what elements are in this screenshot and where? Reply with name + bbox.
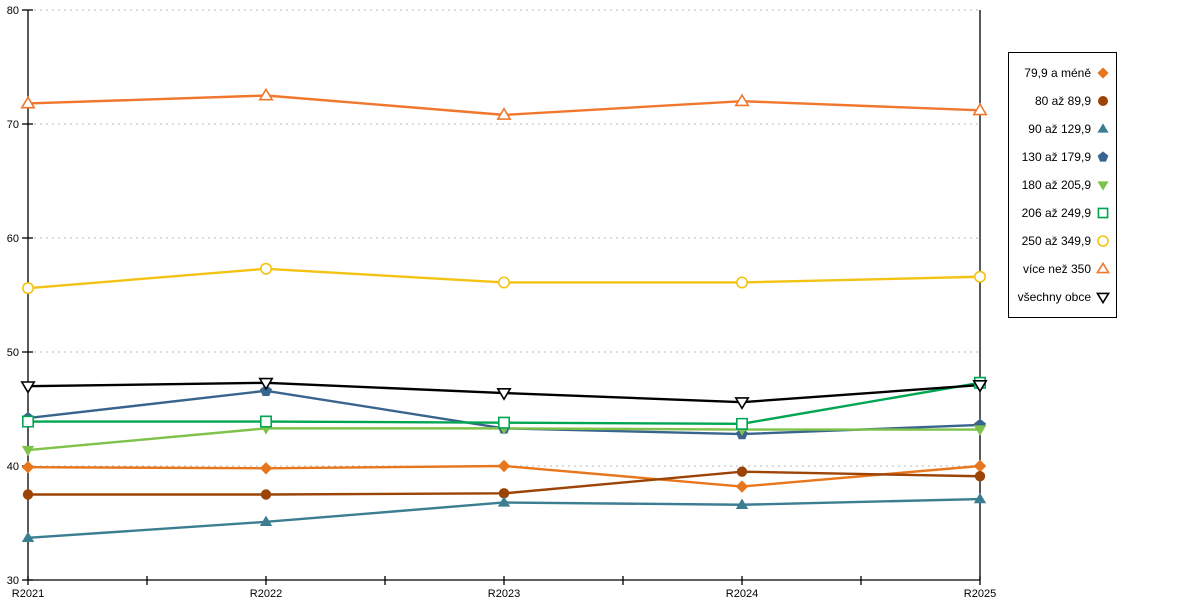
data-point-s1-R2021 xyxy=(21,460,35,474)
data-point-s1-R2024 xyxy=(735,480,749,493)
legend-marker-diamond-icon xyxy=(1097,67,1109,79)
legend-item-1: 79,9 a méně xyxy=(1011,65,1111,81)
legend-marker-shape xyxy=(1095,261,1111,274)
legend-item-label: 90 až 129,9 xyxy=(1028,122,1091,136)
legend-marker-shape xyxy=(1097,181,1109,191)
legend-item-label: všechny obce xyxy=(1017,290,1091,304)
legend-marker-triangle-down-icon xyxy=(1095,292,1111,305)
y-axis-tick-label-60: 60 xyxy=(7,233,19,245)
data-point-s9-R2023 xyxy=(496,388,512,401)
y-axis-tick-label-40: 40 xyxy=(7,461,19,473)
legend-item-9: všechny obce xyxy=(1011,289,1111,305)
legend-item-label: 180 až 205,9 xyxy=(1021,178,1091,192)
data-point-s6-R2021 xyxy=(22,415,34,428)
legend-marker-triangle-down-icon xyxy=(1097,181,1109,191)
data-point-s7-R2021 xyxy=(21,282,34,295)
y-axis-tick-label-30: 30 xyxy=(7,575,19,587)
legend-marker-triangle-up-icon xyxy=(1095,261,1111,274)
y-axis-tick-label-80: 80 xyxy=(7,5,19,17)
data-point-s3-R2021 xyxy=(21,531,35,543)
data-point-s8-R2022 xyxy=(258,87,274,101)
legend-marker-shape xyxy=(1097,67,1109,79)
data-point-s9-R2022 xyxy=(258,377,274,391)
data-point-s9-R2025 xyxy=(972,380,988,393)
x-axis-tick-label-R2023: R2023 xyxy=(488,588,520,600)
legend-marker-shape xyxy=(1097,123,1109,133)
legend-item-label: 250 až 349,9 xyxy=(1021,234,1091,248)
data-point-s5-R2021 xyxy=(21,445,35,457)
legend-item-2: 80 až 89,9 xyxy=(1011,93,1111,109)
legend-marker-circle-icon xyxy=(1098,96,1108,106)
data-point-s1-R2022 xyxy=(259,462,273,475)
data-point-s6-R2023 xyxy=(498,416,510,429)
x-axis-tick-label-R2022: R2022 xyxy=(250,588,282,600)
data-point-s2-R2025 xyxy=(974,471,986,482)
data-point-s2-R2022 xyxy=(260,489,272,500)
data-point-s3-R2025 xyxy=(973,492,987,504)
legend-marker-pentagon-icon xyxy=(1097,151,1109,162)
legend-item-label: 130 až 179,9 xyxy=(1021,150,1091,164)
legend-item-label: 79,9 a méně xyxy=(1024,66,1091,80)
data-point-s2-R2024 xyxy=(736,466,748,477)
legend-item-7: 250 až 349,9 xyxy=(1011,233,1111,249)
data-point-s1-R2025 xyxy=(973,459,987,473)
x-axis-tick-label-R2025: R2025 xyxy=(964,588,996,600)
legend-item-label: 206 až 249,9 xyxy=(1021,206,1091,220)
legend-marker-shape xyxy=(1095,292,1111,305)
legend-marker-shape xyxy=(1097,235,1109,247)
data-point-s8-R2021 xyxy=(20,95,36,109)
data-point-s7-R2022 xyxy=(259,262,272,275)
data-point-s6-R2024 xyxy=(736,417,748,430)
data-point-s7-R2025 xyxy=(973,270,986,283)
legend-item-6: 206 až 249,9 xyxy=(1011,205,1111,221)
legend-item-3: 90 až 129,9 xyxy=(1011,121,1111,137)
data-point-s3-R2024 xyxy=(735,498,749,509)
x-axis-tick-label-R2021: R2021 xyxy=(12,588,44,600)
legend: 79,9 a méně 80 až 89,9 90 až 129,9 130 až 1… xyxy=(1008,52,1117,318)
data-point-s2-R2023 xyxy=(498,488,510,499)
data-point-s8-R2023 xyxy=(496,107,512,120)
y-axis-tick-label-70: 70 xyxy=(7,119,19,131)
legend-marker-circle-icon xyxy=(1097,235,1109,247)
legend-item-label: více než 350 xyxy=(1022,262,1091,276)
legend-item-4: 130 až 179,9 xyxy=(1011,149,1111,165)
data-point-s7-R2024 xyxy=(735,276,748,289)
data-point-s9-R2021 xyxy=(20,381,36,394)
legend-item-5: 180 až 205,9 xyxy=(1011,177,1111,193)
data-point-s3-R2023 xyxy=(497,496,511,507)
data-point-s9-R2024 xyxy=(734,397,750,410)
legend-marker-shape xyxy=(1097,151,1109,162)
data-point-s8-R2024 xyxy=(734,93,750,107)
legend-marker-shape xyxy=(1097,207,1109,219)
data-point-s2-R2021 xyxy=(22,489,34,500)
y-axis-tick-label-50: 50 xyxy=(7,347,19,359)
data-point-s3-R2022 xyxy=(259,515,273,527)
legend-item-label: 80 až 89,9 xyxy=(1034,94,1091,108)
legend-item-8: více než 350 xyxy=(1011,261,1111,277)
legend-marker-shape xyxy=(1098,96,1108,106)
legend-marker-triangle-up-icon xyxy=(1097,123,1109,133)
x-axis-tick-label-R2024: R2024 xyxy=(726,588,758,600)
data-point-s6-R2022 xyxy=(260,415,272,428)
data-point-s8-R2025 xyxy=(972,102,988,116)
data-point-s1-R2023 xyxy=(497,459,511,473)
data-point-s5-R2025 xyxy=(973,425,987,436)
legend-marker-square-icon xyxy=(1097,207,1109,219)
data-point-s7-R2023 xyxy=(497,276,510,289)
